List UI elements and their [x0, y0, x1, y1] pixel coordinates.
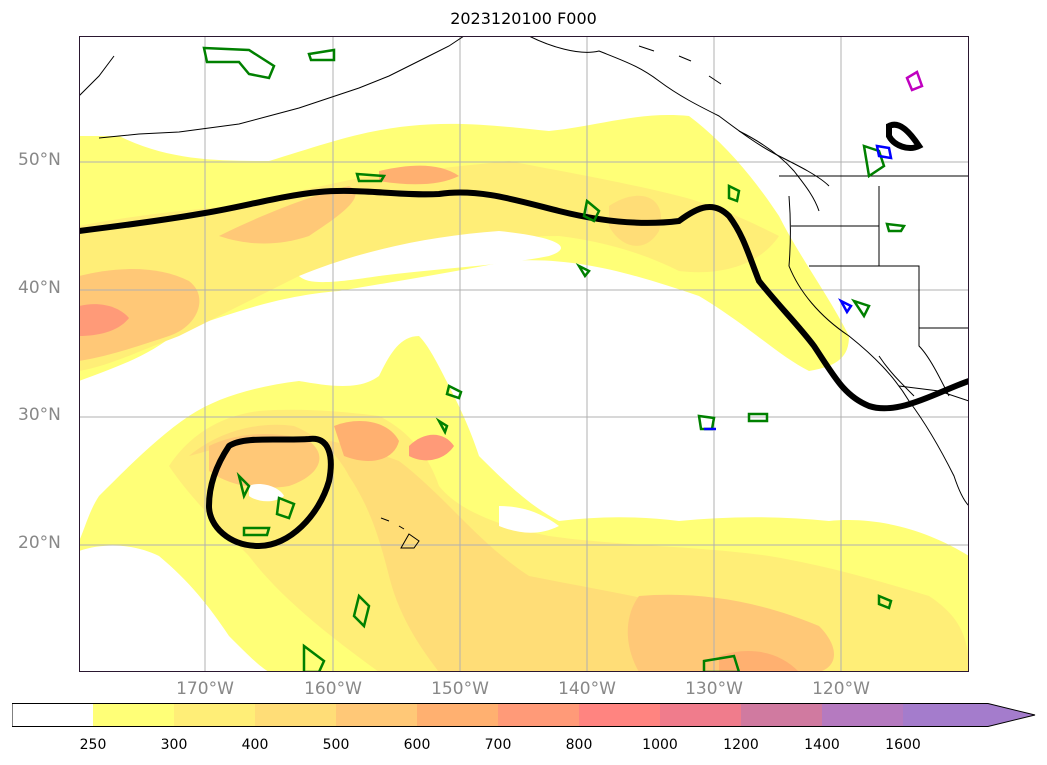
- kamchatka: [79, 55, 115, 97]
- colorbar-segment-extend: [903, 703, 1035, 727]
- coastlines: [79, 36, 969, 549]
- colorbar-tick-label: 600: [403, 737, 431, 753]
- colorbar: [12, 703, 1036, 727]
- green-20: [435, 417, 449, 436]
- baja: [878, 355, 915, 397]
- lon-label-160w: 160°W: [304, 679, 362, 699]
- north-band-core2: [379, 165, 459, 185]
- green-18: [445, 384, 463, 400]
- graticule: [79, 36, 969, 672]
- map-svg: [79, 36, 969, 672]
- green-16: [702, 654, 741, 672]
- colorbar-outline: [12, 703, 1036, 727]
- lat-label-40n: 40°N: [18, 278, 61, 298]
- colorbar-tick-label: 500: [322, 737, 350, 753]
- north-band-400: [79, 269, 200, 361]
- colorbar-tick-label: 1400: [804, 737, 840, 753]
- green-contours: [202, 46, 907, 672]
- north-band-core: [219, 186, 356, 244]
- green-12: [275, 496, 296, 520]
- alaska-islands: [638, 45, 722, 85]
- magenta-1: [905, 70, 924, 92]
- colorbar-tick-label: 700: [484, 737, 512, 753]
- bc-small-loop: [886, 121, 924, 151]
- blue-2: [837, 298, 853, 315]
- colorbar-segment: [822, 703, 904, 727]
- blue-1: [875, 144, 893, 160]
- lon-label-140w: 140°W: [558, 679, 616, 699]
- south-band-700: [409, 434, 454, 461]
- colorbar-segment: [660, 703, 742, 727]
- green-10: [747, 412, 769, 423]
- green-8: [850, 298, 871, 319]
- colorbar-segment: [741, 703, 823, 727]
- green-17: [877, 594, 893, 610]
- north-jet-line: [79, 187, 969, 412]
- colorbar-segment: [417, 703, 499, 727]
- colorbar-segment: [336, 703, 418, 727]
- lat-label-30n: 30°N: [18, 405, 61, 425]
- colorbar-segments: [12, 703, 1035, 727]
- colorbar-tick-label: 400: [241, 737, 269, 753]
- green-6: [862, 144, 886, 179]
- green-9: [697, 414, 716, 431]
- green-13: [242, 526, 271, 537]
- south-band-ne: [627, 594, 834, 672]
- closed-low-loop: [205, 435, 334, 550]
- green-14: [352, 593, 371, 629]
- us-west-coast: [788, 195, 969, 507]
- colorbar-tick-label: 800: [565, 737, 593, 753]
- lat-label-20n: 20°N: [18, 533, 61, 553]
- green-3: [355, 172, 387, 183]
- magenta-contours: [905, 70, 924, 92]
- green-15: [302, 643, 326, 672]
- colorbar-segment: [498, 703, 580, 727]
- green-19: [575, 262, 591, 279]
- south-gap3: [249, 484, 284, 502]
- map-area[interactable]: [79, 36, 969, 672]
- colorbar-tick-label: 300: [160, 737, 188, 753]
- colorbar-tick-label: 1200: [723, 737, 759, 753]
- green-5: [727, 183, 741, 203]
- colorbar-tick-label: 250: [79, 737, 107, 753]
- north-band-300: [79, 161, 779, 371]
- lon-label-150w: 150°W: [431, 679, 489, 699]
- map-title: 2023120100 F000: [450, 9, 597, 28]
- green-2: [307, 48, 336, 62]
- green-4: [582, 198, 601, 223]
- colorbar-tick-label: 1600: [885, 737, 921, 753]
- south-gap2: [499, 506, 559, 533]
- colorbar-segment: [12, 703, 94, 727]
- lat-label-50n: 50°N: [18, 150, 61, 170]
- colorbar-segment: [174, 703, 256, 727]
- north-band-700: [79, 304, 129, 336]
- south-band-600: [334, 421, 399, 461]
- colorbar-tick-label: 1000: [642, 737, 678, 753]
- colorbar-segment: [579, 703, 661, 727]
- lon-label-130w: 130°W: [685, 679, 743, 699]
- shaded-field: [79, 114, 969, 672]
- aleutian-chain: [98, 36, 465, 139]
- state-border-4: [918, 328, 950, 397]
- colorbar-segment: [93, 703, 175, 727]
- lon-label-120w: 120°W: [812, 679, 870, 699]
- south-gap1: [79, 545, 269, 672]
- green-1: [202, 46, 276, 80]
- blue-contours: [704, 144, 893, 431]
- north-gap: [299, 231, 561, 283]
- green-11: [236, 471, 251, 500]
- hawaii: [380, 517, 420, 549]
- bc-coast: [738, 130, 820, 212]
- south-band-ne2: [719, 651, 799, 672]
- colorbar-segment: [255, 703, 337, 727]
- lon-label-170w: 170°W: [176, 679, 234, 699]
- state-border-1: [791, 225, 969, 329]
- green-7: [885, 222, 907, 233]
- heavy-contours: [79, 121, 969, 550]
- south-band-500: [209, 434, 320, 488]
